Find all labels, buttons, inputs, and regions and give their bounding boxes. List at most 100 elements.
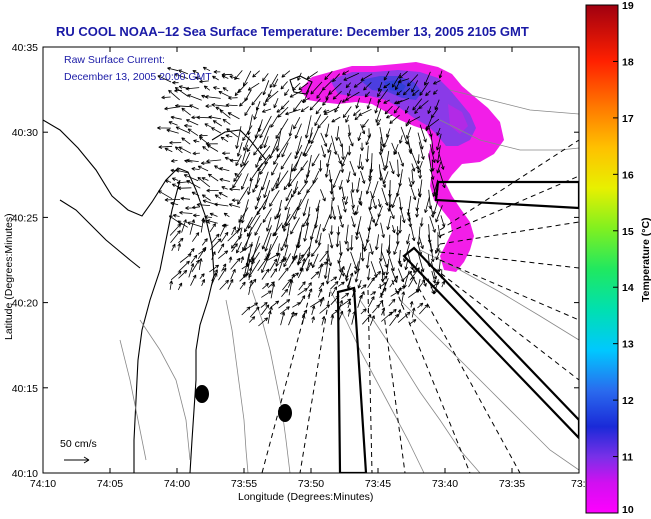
current-vector [346, 241, 350, 252]
current-vector [207, 173, 219, 182]
current-vector [301, 314, 306, 325]
current-vector [218, 267, 227, 281]
current-vector [309, 98, 321, 111]
current-vector [278, 258, 285, 272]
current-vector [360, 142, 364, 151]
current-vector [250, 258, 255, 269]
current-vector [269, 190, 280, 207]
current-vector [213, 70, 221, 74]
current-vector [300, 106, 309, 113]
current-vector [329, 225, 334, 235]
current-vector [271, 163, 279, 176]
current-vector [430, 261, 437, 280]
current-vector [406, 116, 421, 124]
current-vector [284, 195, 293, 211]
current-vector [338, 298, 352, 308]
current-vector [403, 242, 411, 263]
current-vector [253, 144, 262, 156]
current-vector [414, 107, 420, 115]
current-vector [218, 250, 229, 259]
current-vector [190, 254, 198, 264]
current-vector [187, 94, 202, 101]
current-vector [354, 115, 360, 121]
current-vector [441, 280, 445, 288]
current-vector [427, 106, 432, 114]
current-vector [184, 123, 192, 128]
current-vector [174, 146, 183, 154]
current-vector [347, 272, 354, 287]
current-vector [285, 206, 299, 227]
current-vector [411, 187, 417, 201]
current-vector [178, 269, 188, 279]
current-vector [204, 215, 212, 219]
current-vector [236, 242, 242, 254]
current-vector [418, 141, 425, 160]
current-vector [344, 196, 349, 205]
current-vector [293, 198, 302, 220]
current-vector [231, 226, 236, 236]
current-vector [341, 98, 349, 103]
current-vector [357, 279, 362, 289]
current-vector [436, 133, 442, 151]
current-vector [367, 277, 375, 288]
colorbar-tick-label: 17 [622, 113, 634, 125]
current-vector [242, 125, 253, 142]
current-vector [411, 163, 416, 172]
current-vector [355, 224, 360, 240]
current-vector [197, 165, 209, 172]
current-vector [318, 263, 324, 279]
current-vector [188, 263, 195, 278]
current-vector [196, 202, 211, 207]
current-vector [419, 124, 427, 143]
current-vector [417, 302, 424, 309]
current-vector [241, 306, 251, 316]
current-vector [164, 179, 172, 184]
current-vector [332, 90, 342, 100]
current-vector [211, 127, 222, 134]
x-tick-label: 73:35 [499, 478, 525, 490]
current-vector [275, 128, 282, 152]
radar-beams [261, 139, 579, 473]
current-vector [217, 243, 225, 254]
current-vector [196, 115, 211, 120]
current-vector [262, 80, 270, 96]
current-vector [261, 108, 272, 113]
current-vector [437, 260, 442, 273]
current-vector [294, 144, 303, 160]
current-vector [418, 235, 424, 250]
current-vector [435, 249, 441, 261]
current-vector [285, 109, 301, 116]
current-vector [320, 132, 328, 147]
scale-label: 50 cm/s [60, 438, 97, 450]
current-vector [228, 203, 241, 208]
current-vector [227, 112, 240, 120]
current-vector [280, 311, 286, 326]
current-vector [341, 198, 347, 213]
current-vector [191, 259, 200, 273]
current-vector [342, 70, 350, 75]
current-vector [206, 159, 222, 163]
scale-arrow [64, 456, 90, 464]
current-vector [343, 72, 360, 81]
current-vector [239, 273, 248, 282]
current-vector [220, 136, 229, 143]
y-tick-label: 40:20 [12, 298, 38, 310]
current-vector [360, 308, 367, 315]
current-vector [249, 316, 256, 323]
current-vector [304, 144, 312, 157]
current-vector [271, 300, 280, 308]
current-vector [410, 226, 416, 242]
current-vector [172, 80, 179, 85]
current-vector [331, 135, 338, 155]
current-vector [275, 170, 289, 189]
current-vector [220, 231, 229, 243]
current-vector [381, 307, 386, 316]
current-vector [383, 83, 391, 89]
current-vector [377, 88, 383, 98]
current-vector [170, 158, 178, 163]
current-vector [200, 161, 211, 165]
current-vector [407, 142, 412, 153]
current-vector [168, 89, 180, 101]
current-vector [389, 161, 395, 175]
